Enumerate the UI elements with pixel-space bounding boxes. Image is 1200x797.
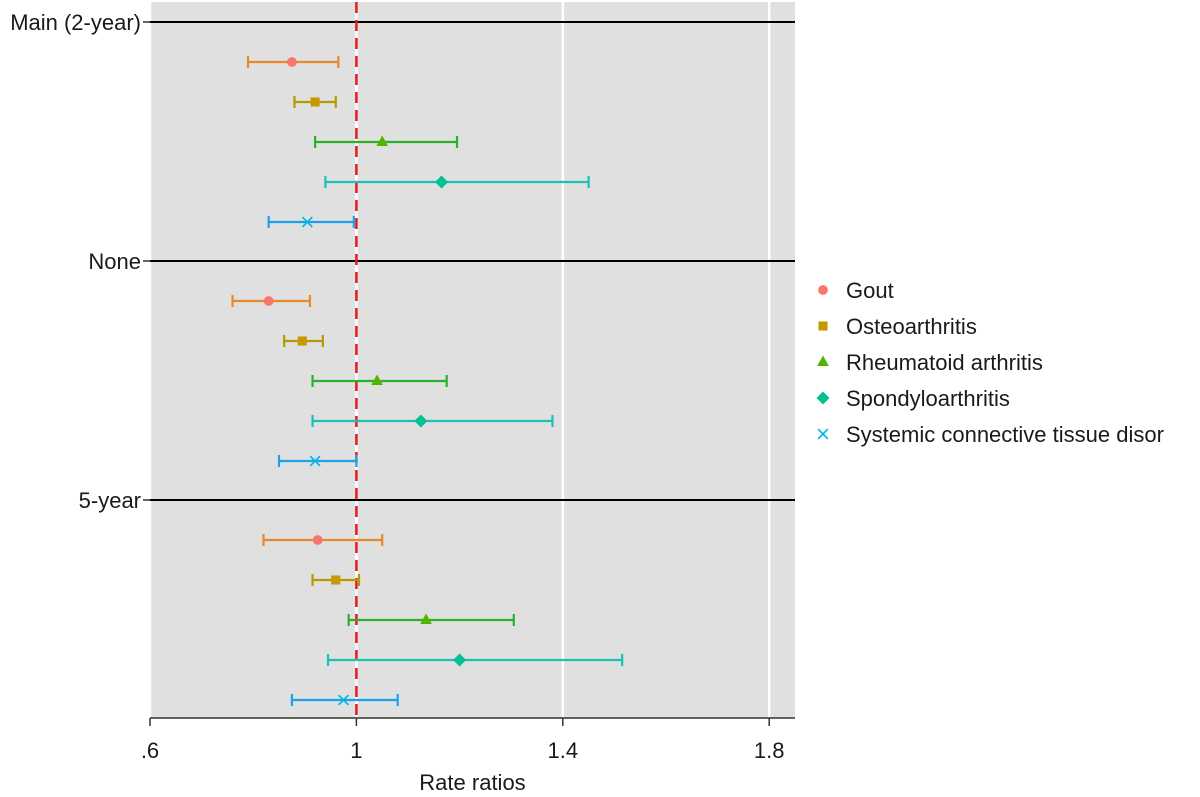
legend-label: Systemic connective tissue disor xyxy=(846,422,1164,447)
point-marker xyxy=(420,613,432,624)
estimate-row xyxy=(293,96,337,108)
estimate-row xyxy=(314,135,459,148)
estimate-row xyxy=(246,56,340,68)
point-marker xyxy=(818,285,828,295)
group-label: Main (2-year) xyxy=(10,10,141,35)
point-marker xyxy=(297,336,307,346)
estimate-row xyxy=(262,534,384,546)
estimate-row xyxy=(290,694,399,706)
point-marker xyxy=(301,216,313,228)
point-marker xyxy=(287,57,297,67)
point-marker xyxy=(818,321,828,331)
legend-item: Osteoarthritis xyxy=(818,314,977,339)
point-marker xyxy=(371,374,383,385)
x-tick-label: 1.4 xyxy=(548,738,579,763)
point-marker xyxy=(312,535,323,545)
point-marker xyxy=(817,428,829,440)
legend-item: Rheumatoid arthritis xyxy=(817,350,1043,375)
point-marker xyxy=(331,575,341,585)
point-marker xyxy=(376,135,389,146)
estimate-row xyxy=(311,414,554,428)
legend-item: Spondyloarthritis xyxy=(816,386,1010,411)
legend-label: Rheumatoid arthritis xyxy=(846,350,1043,375)
estimate-row xyxy=(326,653,624,667)
x-axis-label: Rate ratios xyxy=(419,770,525,795)
point-marker xyxy=(435,175,449,189)
panel-background xyxy=(150,2,795,718)
point-marker xyxy=(414,414,428,428)
estimate-row xyxy=(347,613,515,626)
point-marker xyxy=(338,694,349,706)
estimate-row xyxy=(277,455,358,467)
group-dividers: Main (2-year) None 5-year xyxy=(10,10,795,513)
x-tick-label: 1.8 xyxy=(754,738,785,763)
legend-label: Spondyloarthritis xyxy=(846,386,1010,411)
estimate-row xyxy=(311,574,361,586)
point-marker xyxy=(310,97,320,107)
x-tick-label: .6 xyxy=(141,738,159,763)
estimate-row xyxy=(311,374,448,387)
point-marker xyxy=(263,296,274,306)
legend-item: Gout xyxy=(818,278,894,303)
legend-label: Osteoarthritis xyxy=(846,314,977,339)
estimate-row xyxy=(324,175,590,189)
legend: Gout Osteoarthritis Rheumatoid arthritis Sp… xyxy=(816,278,1164,447)
estimate-row xyxy=(283,335,324,347)
legend-item: Systemic connective tissue disor xyxy=(817,422,1164,447)
point-marker xyxy=(453,653,467,667)
legend-label: Gout xyxy=(846,278,894,303)
plot-panel xyxy=(150,2,795,718)
estimate-marks xyxy=(231,56,624,706)
group-label: 5-year xyxy=(79,488,141,513)
group-label: None xyxy=(88,249,141,274)
estimate-row xyxy=(231,295,312,307)
x-axis: .6 1 1.4 1.8 xyxy=(141,717,795,763)
point-marker xyxy=(816,391,830,405)
estimate-row xyxy=(267,216,355,228)
x-tick-label: 1 xyxy=(350,738,362,763)
point-marker xyxy=(309,455,321,467)
point-marker xyxy=(817,355,829,366)
